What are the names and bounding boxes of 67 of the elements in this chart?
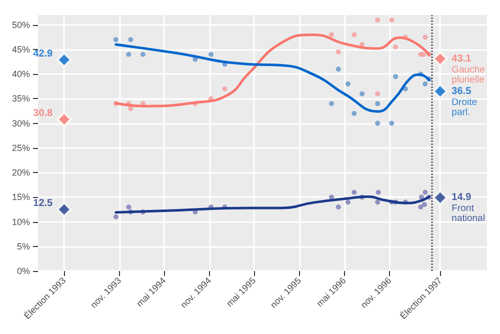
point [422,81,428,86]
point [432,190,448,206]
y-tick-label: 45% [12,44,30,54]
point [420,52,426,57]
point [352,110,357,116]
point [336,49,341,54]
point [56,202,72,217]
y-tick-label: 35% [12,94,30,104]
point [375,17,380,22]
y-tick-label: 40% [12,69,30,80]
point [422,34,428,40]
point [376,190,381,195]
point [140,52,146,57]
point [56,112,72,127]
data-label: 12.5 [33,198,54,209]
point [393,44,398,50]
y-tick-label: 30% [12,118,30,128]
point [208,52,214,57]
point [375,120,380,126]
point [432,84,448,99]
point [375,101,380,106]
point [418,204,424,210]
point [329,32,334,38]
point [346,81,351,86]
point [336,66,341,72]
point [126,204,132,210]
point [360,91,365,96]
y-tick-label: 5% [16,241,30,252]
point [352,32,357,38]
data-label: 42.9 [33,48,54,60]
data-label: 14.9 [452,192,472,204]
line-series [114,43,430,113]
point [336,204,341,210]
line-series [114,195,430,214]
point [418,194,424,200]
point [422,190,428,195]
series-label: Droite parl. [452,96,478,118]
data-label: 30.8 [33,108,54,119]
point [352,190,357,195]
point [113,214,118,220]
series-label: Gauche plurielle [452,64,485,86]
y-tick-label: 25% [12,142,30,153]
series-label: Front national [452,203,485,224]
point [432,51,448,66]
data-label: 36.5 [452,86,472,97]
point [222,86,228,92]
point [56,52,72,68]
point [128,37,134,42]
point [422,202,427,208]
y-tick-label: 0% [16,266,30,276]
y-tick-label: 10% [12,216,30,227]
y-tick-label: 20% [12,168,30,178]
point [393,74,398,80]
point [389,17,394,22]
point [329,101,334,106]
line-series [114,33,430,108]
data-label: 43.1 [452,53,472,64]
point [113,37,118,42]
point [389,120,394,126]
point [375,91,380,96]
point [346,200,351,205]
point [375,200,380,205]
point [126,52,132,57]
y-tick-label: 15% [12,192,30,202]
point [329,194,334,200]
point [128,106,134,112]
y-tick-label: 50% [12,20,30,30]
